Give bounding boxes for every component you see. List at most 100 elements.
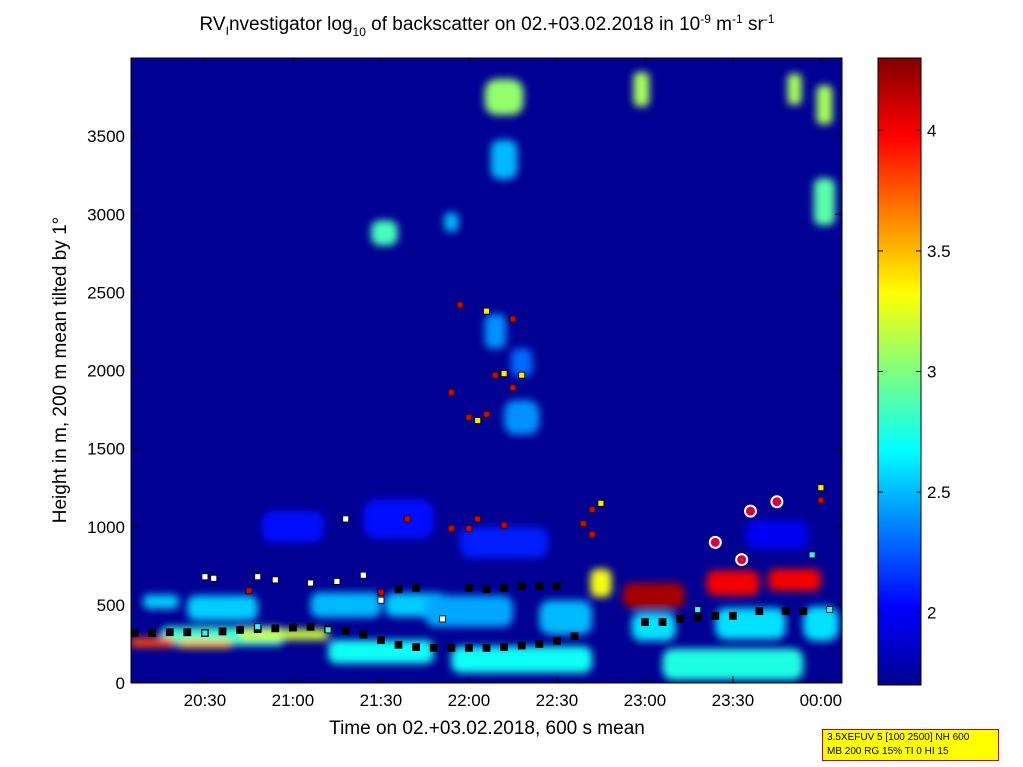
marker-red-78 <box>588 506 596 513</box>
marker-black-33 <box>552 582 561 591</box>
marker-black-36 <box>676 615 684 623</box>
marker-cyan-64 <box>808 551 816 559</box>
settings-info-box: 3.5XEFUV 5 [100 2500] NH 600 MB 200 RG 1… <box>822 729 999 761</box>
marker-white-46 <box>271 576 279 584</box>
marker-red-70 <box>465 413 473 421</box>
chart-title: RVInvestigator log10 of backscatter on 0… <box>200 12 775 39</box>
heatmap-cell-8 <box>803 606 839 641</box>
x-tick-label-6: 23:30 <box>712 691 755 710</box>
marker-red-73 <box>465 524 473 532</box>
colorbar-tick-label-3: 3.5 <box>927 242 951 261</box>
x-axis-label: Time on 02.+03.02.2018, 600 s mean <box>329 718 645 739</box>
marker-red-80 <box>817 496 825 504</box>
marker-black-20 <box>482 643 491 652</box>
marker-black-34 <box>640 618 649 626</box>
heatmap-cell-4 <box>424 595 513 627</box>
marker-black-26 <box>394 585 403 594</box>
marker-black-17 <box>429 643 438 652</box>
heatmap-cell-31 <box>633 72 650 107</box>
marker-cyan-62 <box>694 606 702 613</box>
marker-black-1 <box>148 629 157 637</box>
heatmap-cell-16 <box>622 583 685 608</box>
marker-white-48 <box>333 578 341 585</box>
y-tick-label-7: 3500 <box>87 127 125 146</box>
marker-black-23 <box>535 640 544 648</box>
marker-red-71 <box>483 410 490 418</box>
marker-black-29 <box>482 585 491 594</box>
marker-red-74 <box>474 515 482 523</box>
y-tick-label-0: 0 <box>116 674 125 693</box>
heatmap-cell-5 <box>539 600 593 635</box>
info-line-1: 3.5XEFUV 5 [100 2500] NH 600 <box>827 732 970 743</box>
marker-black-35 <box>658 618 667 626</box>
circle-marker-2 <box>770 495 784 509</box>
marker-white-52 <box>439 615 446 623</box>
marker-black-25 <box>570 632 579 641</box>
marker-black-28 <box>465 583 473 592</box>
marker-black-2 <box>165 628 174 637</box>
marker-yellow-56 <box>474 417 482 424</box>
marker-black-14 <box>377 636 385 644</box>
marker-black-39 <box>728 611 737 620</box>
heatmap-cell-2 <box>310 592 381 618</box>
marker-black-13 <box>359 630 368 639</box>
marker-white-47 <box>307 579 314 587</box>
marker-white-51 <box>342 515 350 523</box>
marker-yellow-58 <box>817 484 825 492</box>
marker-black-40 <box>755 607 764 616</box>
marker-layer <box>131 301 834 652</box>
marker-white-44 <box>210 574 218 582</box>
marker-black-9 <box>289 623 297 632</box>
y-tick-label-4: 2000 <box>87 362 125 381</box>
colorbar-tick-label-1: 2.5 <box>927 483 951 502</box>
heatmap-cell-15 <box>240 629 329 641</box>
marker-black-21 <box>500 643 508 651</box>
marker-black-16 <box>412 643 421 651</box>
marker-red-68 <box>491 371 499 379</box>
heatmap-cell-1 <box>187 595 258 621</box>
x-tick-label-1: 21:00 <box>272 691 315 710</box>
x-tick-label-0: 20:30 <box>184 691 227 710</box>
x-tick-label-3: 22:00 <box>448 691 491 710</box>
marker-yellow-53 <box>518 371 526 379</box>
marker-black-24 <box>552 636 561 645</box>
marker-cyan-59 <box>201 629 209 637</box>
heatmap-cell-18 <box>768 568 821 591</box>
heatmap-cell-28 <box>444 212 459 232</box>
marker-red-79 <box>588 531 596 538</box>
colorbar: 2 2.5 3 3.5 4 <box>877 57 951 686</box>
marker-black-12 <box>341 626 350 635</box>
heatmap-cell-19 <box>590 568 612 598</box>
heatmap-cell-7 <box>715 608 786 640</box>
heatmap-cell-21 <box>363 499 434 539</box>
x-tick-label-7: 00:00 <box>800 691 843 710</box>
y-axis-label: Height in m, 200 m mean tilted by 1° <box>50 217 71 523</box>
heatmap-cell-20 <box>262 511 324 543</box>
heatmap-cell-10 <box>328 640 434 664</box>
marker-white-43 <box>201 573 209 581</box>
x-tick-label-4: 22:30 <box>536 691 579 710</box>
heatmap-cell-33 <box>816 85 833 125</box>
heatmap-cell-27 <box>371 220 398 246</box>
heatmap-cell-32 <box>787 73 802 105</box>
marker-red-67 <box>447 388 455 396</box>
marker-black-22 <box>517 641 526 650</box>
info-line-2: MB 200 RG 15% TI 0 HI 15 <box>827 746 949 757</box>
marker-white-45 <box>254 573 262 581</box>
marker-red-82 <box>245 587 253 595</box>
marker-black-27 <box>412 583 421 592</box>
heatmap-cell-11 <box>451 646 593 673</box>
marker-white-49 <box>359 571 367 579</box>
heatmap-layer <box>131 72 839 680</box>
circle-marker-1 <box>743 504 757 518</box>
marker-red-72 <box>447 524 455 532</box>
heatmap-cell-24 <box>504 400 540 435</box>
marker-black-0 <box>131 629 139 637</box>
marker-red-75 <box>500 521 508 529</box>
marker-black-42 <box>799 607 808 616</box>
marker-black-19 <box>465 643 473 652</box>
marker-black-6 <box>236 625 245 634</box>
circle-marker-0 <box>708 535 722 549</box>
x-tick-label-5: 23:00 <box>624 691 667 710</box>
heatmap-cell-29 <box>484 79 524 116</box>
